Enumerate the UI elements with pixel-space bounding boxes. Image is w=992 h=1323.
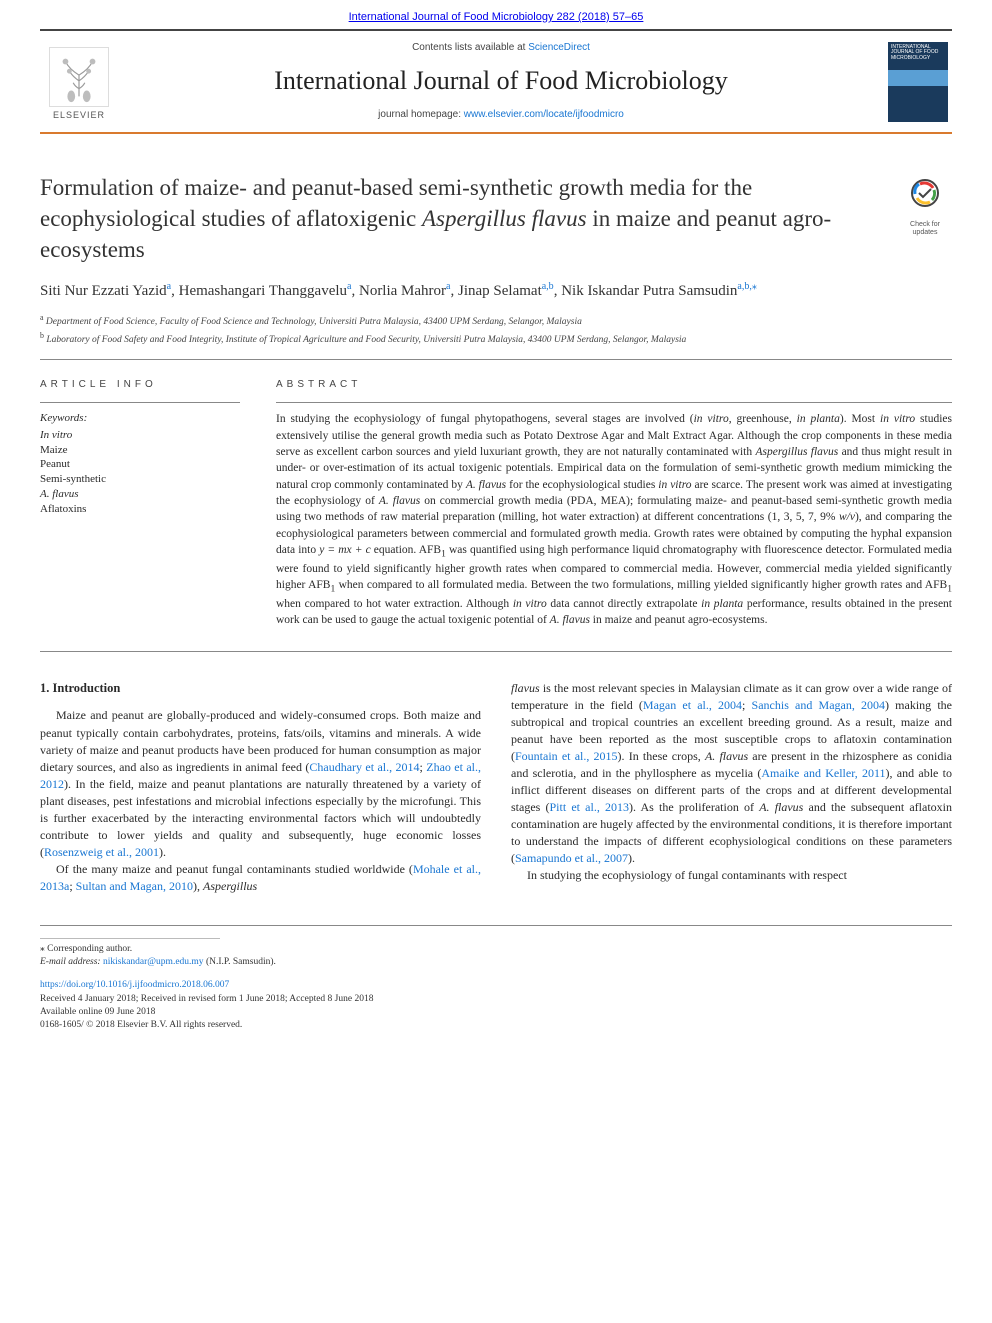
- copyright-line: 0168-1605/ © 2018 Elsevier B.V. All righ…: [40, 1019, 952, 1032]
- header-center: Contents lists available at ScienceDirec…: [114, 41, 888, 121]
- citation-link[interactable]: Fountain et al., 2015: [515, 749, 618, 763]
- authors-list: Siti Nur Ezzati Yazida, Hemashangari Tha…: [40, 279, 952, 303]
- elsevier-logo: ELSEVIER: [44, 42, 114, 122]
- online-line: Available online 09 June 2018: [40, 1006, 952, 1019]
- keywords-list: In vitroMaizePeanutSemi-syntheticA. flav…: [40, 428, 240, 517]
- corresponding-author: ⁎ Corresponding author.: [40, 943, 952, 956]
- email-line: E-mail address: nikiskandar@upm.edu.my (…: [40, 956, 952, 969]
- divider-rule: [40, 359, 952, 360]
- journal-cover-text: INTERNATIONAL JOURNAL OF FOOD MICROBIOLO…: [891, 45, 945, 62]
- affiliations: a Department of Food Science, Faculty of…: [40, 312, 952, 347]
- check-updates-line1: Check for: [910, 221, 940, 228]
- citation-link[interactable]: Magan et al., 2004: [643, 698, 742, 712]
- sciencedirect-link[interactable]: ScienceDirect: [528, 42, 590, 53]
- citation-link[interactable]: Samapundo et al., 2007: [515, 851, 628, 865]
- left-column: 1. Introduction Maize and peanut are glo…: [40, 680, 481, 895]
- author: Nik Iskandar Putra Samsudina,b,⁎: [561, 283, 757, 299]
- meta-row: ARTICLE INFO Keywords: In vitroMaizePean…: [40, 378, 952, 628]
- doi-link: https://doi.org/10.1016/j.ijfoodmicro.20…: [40, 979, 952, 992]
- homepage-prefix: journal homepage:: [378, 109, 464, 120]
- intro-para-2: Of the many maize and peanut fungal cont…: [40, 861, 481, 895]
- divider-rule-2: [40, 651, 952, 652]
- elsevier-wordmark: ELSEVIER: [53, 109, 105, 122]
- running-head: International Journal of Food Microbiolo…: [0, 0, 992, 29]
- body-columns: 1. Introduction Maize and peanut are glo…: [40, 680, 952, 895]
- keyword: Maize: [40, 443, 240, 458]
- email-label: E-mail address:: [40, 957, 103, 967]
- email-author: (N.I.P. Samsudin).: [204, 957, 276, 967]
- running-head-link[interactable]: International Journal of Food Microbiolo…: [349, 11, 644, 23]
- citation-link[interactable]: Sultan and Magan, 2010: [76, 879, 193, 893]
- check-updates-line2: updates: [913, 229, 938, 236]
- doi-anchor[interactable]: https://doi.org/10.1016/j.ijfoodmicro.20…: [40, 980, 229, 990]
- affiliation-b: b Laboratory of Food Safety and Food Int…: [40, 330, 952, 347]
- intro-para-3: flavus is the most relevant species in M…: [511, 680, 952, 867]
- footer: ⁎ Corresponding author. E-mail address: …: [40, 925, 952, 1033]
- homepage-line: journal homepage: www.elsevier.com/locat…: [134, 108, 868, 122]
- article-info-rule: [40, 402, 240, 403]
- citation-link[interactable]: Amaike and Keller, 2011: [761, 766, 885, 780]
- article-info-col: ARTICLE INFO Keywords: In vitroMaizePean…: [40, 378, 240, 628]
- citation-link[interactable]: Pitt et al., 2013: [550, 800, 630, 814]
- crossmark-icon: [905, 176, 945, 216]
- affiliation-a: a Department of Food Science, Faculty of…: [40, 312, 952, 329]
- title-species: Aspergillus flavus: [422, 206, 587, 231]
- abstract-rule: [276, 402, 952, 403]
- check-updates-label: Check for updates: [898, 221, 952, 236]
- journal-cover-thumbnail: INTERNATIONAL JOURNAL OF FOOD MICROBIOLO…: [888, 42, 948, 122]
- abstract-col: ABSTRACT In studying the ecophysiology o…: [276, 378, 952, 628]
- keyword: Peanut: [40, 457, 240, 472]
- elsevier-tree-icon: [49, 47, 109, 107]
- article-title: Formulation of maize- and peanut-based s…: [40, 172, 880, 265]
- citation-link[interactable]: Sanchis and Magan, 2004: [752, 698, 885, 712]
- citation-link[interactable]: Rosenzweig et al., 2001: [44, 845, 159, 859]
- author: Jinap Selamata,b: [458, 283, 554, 299]
- author: Norlia Mahrora: [359, 283, 451, 299]
- affiliation-a-text: Department of Food Science, Faculty of F…: [46, 318, 582, 328]
- author: Siti Nur Ezzati Yazida: [40, 283, 171, 299]
- right-column: flavus is the most relevant species in M…: [511, 680, 952, 895]
- abstract-label: ABSTRACT: [276, 378, 952, 392]
- keyword: A. flavus: [40, 487, 240, 502]
- check-updates-button[interactable]: Check for updates: [898, 176, 952, 237]
- footer-short-rule: [40, 938, 220, 939]
- keyword: Aflatoxins: [40, 502, 240, 517]
- intro-heading: 1. Introduction: [40, 680, 481, 698]
- contents-line: Contents lists available at ScienceDirec…: [134, 41, 868, 55]
- contents-prefix: Contents lists available at: [412, 42, 528, 53]
- keyword: Semi-synthetic: [40, 472, 240, 487]
- email-link[interactable]: nikiskandar@upm.edu.my: [103, 957, 204, 967]
- article-info-label: ARTICLE INFO: [40, 378, 240, 392]
- abstract-text: In studying the ecophysiology of fungal …: [276, 411, 952, 628]
- intro-para-1: Maize and peanut are globally-produced a…: [40, 707, 481, 860]
- keyword: In vitro: [40, 428, 240, 443]
- citation-link[interactable]: Chaudhary et al., 2014: [309, 760, 419, 774]
- affiliation-b-text: Laboratory of Food Safety and Food Integ…: [46, 335, 686, 345]
- keywords-heading: Keywords:: [40, 411, 240, 426]
- author: Hemashangari Thanggavelua: [179, 283, 352, 299]
- homepage-link[interactable]: www.elsevier.com/locate/ijfoodmicro: [464, 109, 624, 120]
- history-line: Received 4 January 2018; Received in rev…: [40, 993, 952, 1006]
- journal-name: International Journal of Food Microbiolo…: [134, 63, 868, 99]
- journal-header: ELSEVIER Contents lists available at Sci…: [40, 29, 952, 133]
- intro-para-4: In studying the ecophysiology of fungal …: [511, 867, 952, 884]
